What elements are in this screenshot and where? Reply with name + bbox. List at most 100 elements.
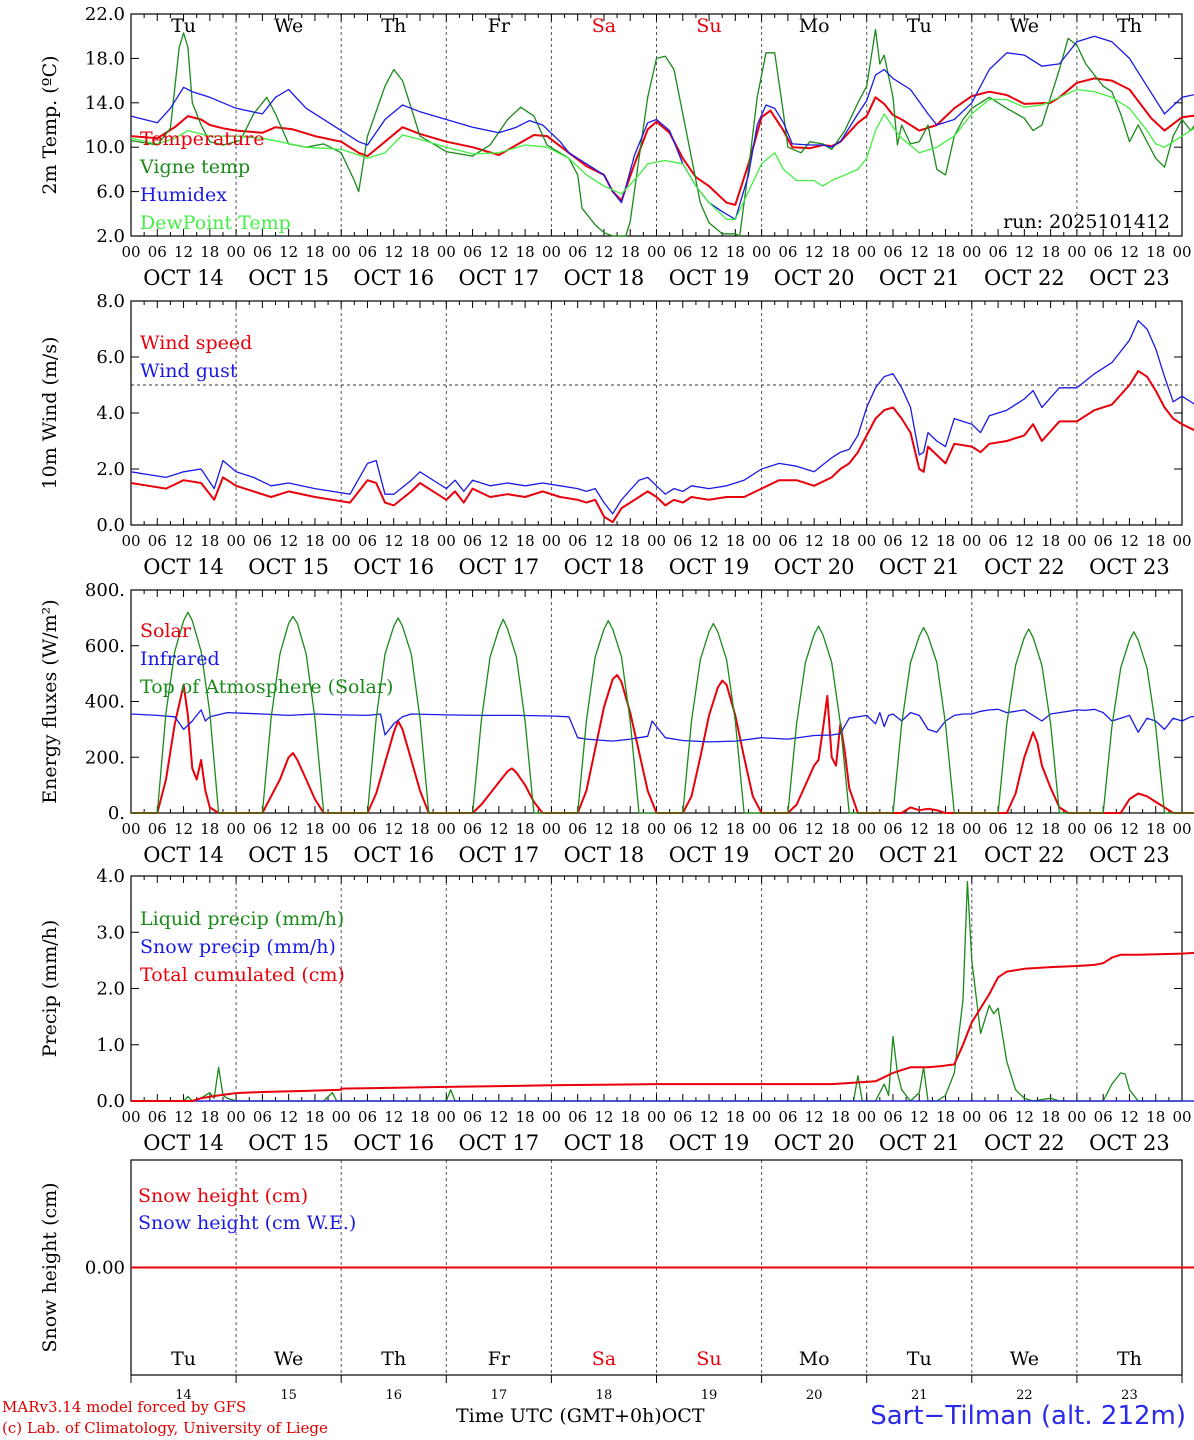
hour-tick-label: 06 xyxy=(883,1108,902,1126)
hour-tick-label: 18 xyxy=(936,243,955,261)
date-label: OCT 20 xyxy=(774,843,855,867)
hour-tick-label: 18 xyxy=(516,1108,535,1126)
hour-tick-label: 06 xyxy=(253,1108,272,1126)
day-name: Fr xyxy=(488,1348,511,1370)
legend-entry: Snow precip (mm/h) xyxy=(140,936,336,958)
hour-tick-label: 18 xyxy=(410,1108,429,1126)
day-name: Mo xyxy=(799,15,830,37)
hour-tick-label: 18 xyxy=(410,532,429,550)
date-label: OCT 19 xyxy=(669,266,750,290)
hour-tick-label: 00 xyxy=(121,1108,140,1126)
day-number: 20 xyxy=(806,1388,823,1403)
hour-tick-label: 06 xyxy=(568,243,587,261)
hour-tick-label: 12 xyxy=(910,820,929,838)
legend-entry: Wind speed xyxy=(140,332,252,354)
date-label: OCT 20 xyxy=(774,266,855,290)
hour-tick-label: 06 xyxy=(1094,820,1113,838)
hour-tick-label: 18 xyxy=(621,1108,640,1126)
y-tick-label: 6.0 xyxy=(96,347,125,368)
hour-tick-label: 12 xyxy=(1120,243,1139,261)
day-number: 21 xyxy=(911,1388,928,1403)
y-tick-label: 18.0 xyxy=(85,48,125,69)
hour-tick-label: 06 xyxy=(148,243,167,261)
hour-tick-label: 12 xyxy=(805,243,824,261)
legend-entry: Snow height (cm) xyxy=(138,1185,308,1207)
temperature-panel xyxy=(130,13,1194,237)
humidex-line xyxy=(130,35,1194,220)
hour-tick-label: 18 xyxy=(831,532,850,550)
dewpoint-temp-line xyxy=(130,88,1194,220)
legend-entry: Vigne temp xyxy=(139,156,250,178)
y-tick-label: 0.0 xyxy=(96,515,125,536)
hour-tick-label: 18 xyxy=(1146,243,1165,261)
day-number: 16 xyxy=(385,1388,402,1403)
hour-tick-label: 12 xyxy=(1120,820,1139,838)
hour-tick-label: 06 xyxy=(883,243,902,261)
hour-tick-label: 12 xyxy=(279,820,298,838)
hour-tick-label: 06 xyxy=(989,1108,1008,1126)
legend-entry: Solar xyxy=(140,620,192,642)
hour-tick-label: 06 xyxy=(1094,532,1113,550)
hour-tick-label: 06 xyxy=(673,243,692,261)
hour-tick-label: 12 xyxy=(1015,820,1034,838)
date-label: OCT 21 xyxy=(879,843,960,867)
lab-credit: (c) Lab. of Climatology, University of L… xyxy=(2,1419,328,1437)
hour-tick-label: 18 xyxy=(936,532,955,550)
hour-tick-label: 00 xyxy=(227,820,246,838)
time-axis-label: Time UTC (GMT+0h) xyxy=(456,1405,662,1427)
hour-tick-label: 06 xyxy=(673,1108,692,1126)
hour-tick-label: 18 xyxy=(516,243,535,261)
y-tick-label: 3.0 xyxy=(96,922,125,943)
hour-tick-label: 00 xyxy=(1067,820,1086,838)
hour-tick-label: 12 xyxy=(489,820,508,838)
hour-tick-label: 12 xyxy=(174,1108,193,1126)
day-name: Su xyxy=(696,1348,721,1370)
hour-tick-label: 06 xyxy=(148,820,167,838)
hour-tick-label: 12 xyxy=(174,820,193,838)
hour-tick-label: 18 xyxy=(1146,1108,1165,1126)
date-label: OCT 21 xyxy=(879,555,960,579)
day-number: 15 xyxy=(280,1388,297,1403)
y-tick-label: 22.0 xyxy=(85,4,125,25)
vigne-temp-line xyxy=(130,28,1194,237)
hour-tick-label: 00 xyxy=(332,820,351,838)
run-label: run: 2025101412 xyxy=(1003,211,1170,233)
y-tick-label: 800. xyxy=(85,580,125,601)
hour-tick-label: 00 xyxy=(857,532,876,550)
hour-tick-label: 12 xyxy=(700,820,719,838)
hour-tick-label: 06 xyxy=(463,243,482,261)
hour-tick-label: 06 xyxy=(883,532,902,550)
day-name: Tu xyxy=(907,1348,932,1370)
hour-tick-label: 12 xyxy=(700,532,719,550)
top-of-atmosphere-solar-line xyxy=(131,611,1194,814)
day-name: Th xyxy=(381,1348,406,1370)
hour-tick-label: 00 xyxy=(227,1108,246,1126)
hour-tick-label: 00 xyxy=(647,820,666,838)
y-tick-label: 2.0 xyxy=(96,979,125,1000)
date-label: OCT 22 xyxy=(984,843,1065,867)
date-label: OCT 23 xyxy=(1089,266,1170,290)
date-label: OCT 14 xyxy=(143,555,224,579)
date-label: OCT 23 xyxy=(1089,555,1170,579)
hour-tick-label: 00 xyxy=(857,1108,876,1126)
date-label: OCT 18 xyxy=(564,555,645,579)
hour-tick-label: 12 xyxy=(700,1108,719,1126)
hour-tick-label: 12 xyxy=(700,243,719,261)
hour-tick-label: 12 xyxy=(594,243,613,261)
hour-tick-label: 00 xyxy=(542,532,561,550)
date-label: OCT 20 xyxy=(774,555,855,579)
day-name: Mo xyxy=(799,1348,830,1370)
day-number: 19 xyxy=(701,1388,718,1403)
hour-tick-label: 18 xyxy=(831,820,850,838)
hour-tick-label: 06 xyxy=(463,1108,482,1126)
day-number: 18 xyxy=(596,1388,613,1403)
hour-tick-label: 18 xyxy=(200,1108,219,1126)
y-tick-label: 1.0 xyxy=(96,1035,125,1056)
hour-tick-label: 18 xyxy=(305,820,324,838)
hour-tick-label: 06 xyxy=(673,532,692,550)
hour-tick-label: 00 xyxy=(752,532,771,550)
date-label: OCT 22 xyxy=(984,266,1065,290)
y-tick-label: 600. xyxy=(85,636,125,657)
hour-tick-label: 12 xyxy=(1015,1108,1034,1126)
date-label: OCT 16 xyxy=(353,555,434,579)
